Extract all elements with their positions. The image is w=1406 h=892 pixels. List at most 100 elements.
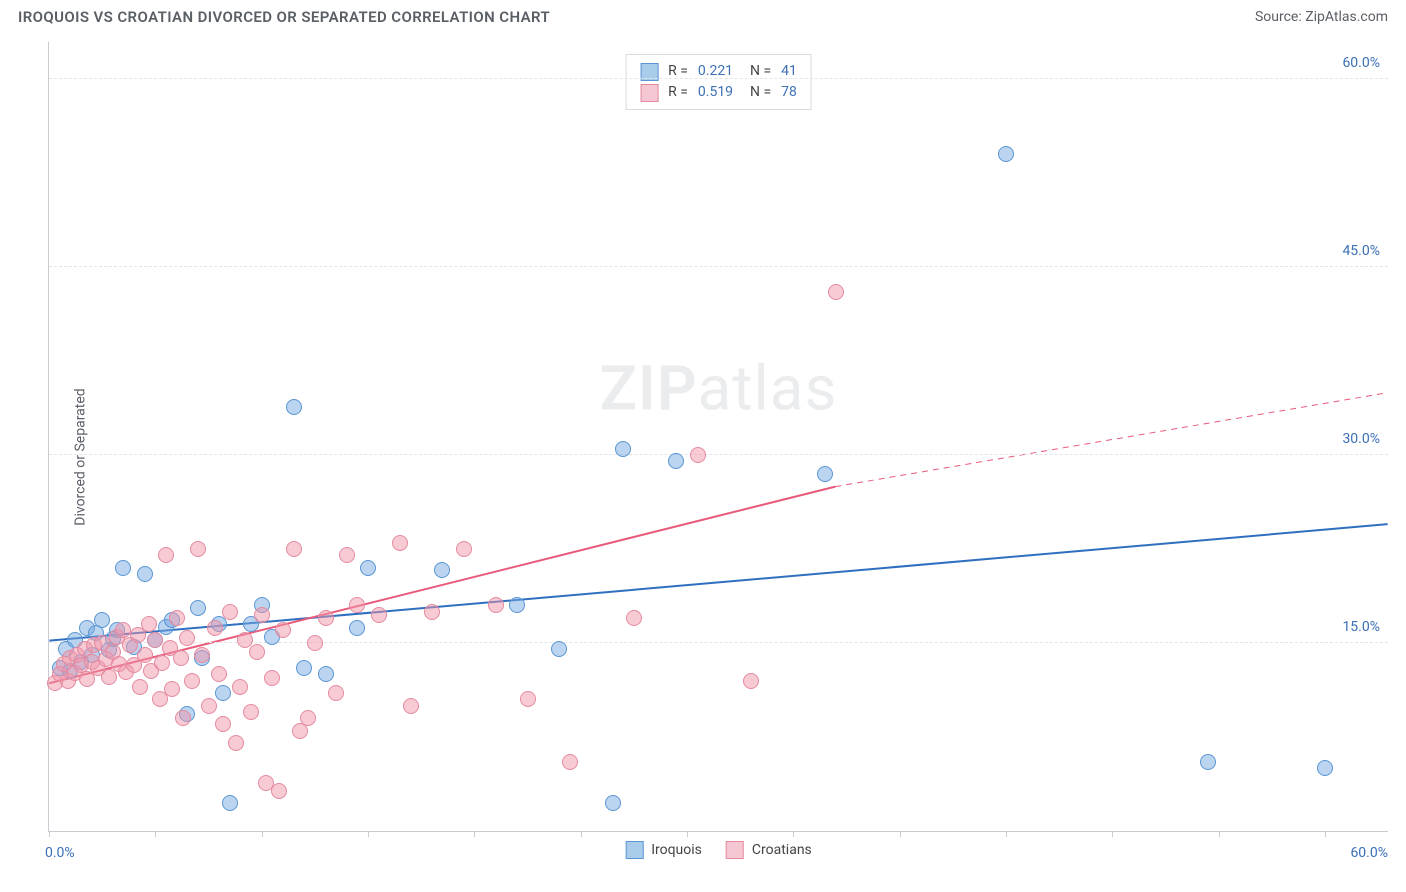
data-point-croatians xyxy=(137,647,153,663)
x-tick xyxy=(49,831,50,837)
data-point-croatians xyxy=(207,620,223,636)
x-tick xyxy=(1112,831,1113,837)
x-tick xyxy=(793,831,794,837)
data-point-croatians xyxy=(520,691,536,707)
data-point-iroquois xyxy=(615,441,631,457)
data-point-croatians xyxy=(249,644,265,660)
data-point-croatians xyxy=(175,710,191,726)
data-point-croatians xyxy=(254,607,270,623)
data-point-iroquois xyxy=(434,562,450,578)
data-point-iroquois xyxy=(605,795,621,811)
n-value-iroquois: 41 xyxy=(781,61,797,82)
data-point-croatians xyxy=(392,535,408,551)
data-point-iroquois xyxy=(286,399,302,415)
data-point-croatians xyxy=(286,541,302,557)
data-point-croatians xyxy=(690,447,706,463)
data-point-iroquois xyxy=(94,612,110,628)
y-tick-label: 60.0% xyxy=(1320,55,1380,71)
n-label: N = xyxy=(743,61,771,82)
source-attribution: Source: ZipAtlas.com xyxy=(1255,9,1388,25)
x-tick xyxy=(687,831,688,837)
data-point-croatians xyxy=(339,547,355,563)
data-point-croatians xyxy=(424,604,440,620)
data-point-iroquois xyxy=(1200,754,1216,770)
data-point-croatians xyxy=(184,673,200,689)
data-point-iroquois xyxy=(222,795,238,811)
n-value-croatians: 78 xyxy=(781,82,797,103)
data-point-croatians xyxy=(349,597,365,613)
data-point-iroquois xyxy=(551,641,567,657)
data-point-croatians xyxy=(194,647,210,663)
y-tick-label: 45.0% xyxy=(1320,243,1380,259)
data-point-croatians xyxy=(562,754,578,770)
data-point-iroquois xyxy=(998,146,1014,162)
data-point-croatians xyxy=(307,635,323,651)
data-point-croatians xyxy=(115,622,131,638)
correlation-legend: R = 0.221 N = 41 R = 0.519 N = 78 xyxy=(625,54,812,110)
r-label: R = xyxy=(668,61,688,82)
legend-label-iroquois: Iroquois xyxy=(651,842,702,858)
data-point-iroquois xyxy=(190,600,206,616)
data-point-iroquois xyxy=(115,560,131,576)
data-point-croatians xyxy=(271,783,287,799)
data-point-croatians xyxy=(232,679,248,695)
data-point-iroquois xyxy=(215,685,231,701)
data-point-croatians xyxy=(228,735,244,751)
data-point-croatians xyxy=(275,622,291,638)
plot-area: ZIPatlas R = 0.221 N = 41 R = 0.519 N = … xyxy=(48,42,1388,832)
r-value-croatians: 0.519 xyxy=(698,82,733,103)
source-name: ZipAtlas.com xyxy=(1305,9,1388,25)
legend-label-croatians: Croatians xyxy=(752,842,812,858)
data-point-croatians xyxy=(264,670,280,686)
x-axis-max-label: 60.0% xyxy=(1350,845,1388,861)
data-point-croatians xyxy=(328,685,344,701)
data-point-croatians xyxy=(300,710,316,726)
data-point-croatians xyxy=(201,698,217,714)
y-tick-label: 30.0% xyxy=(1320,431,1380,447)
data-point-croatians xyxy=(211,666,227,682)
legend-item-croatians: Croatians xyxy=(726,841,812,859)
y-tick-label: 15.0% xyxy=(1320,619,1380,635)
data-point-croatians xyxy=(169,610,185,626)
n-label: N = xyxy=(743,82,771,103)
x-tick xyxy=(474,831,475,837)
r-label: R = xyxy=(668,82,688,103)
r-value-iroquois: 0.221 xyxy=(698,61,733,82)
trend-line xyxy=(835,393,1387,487)
legend-swatch-iroquois xyxy=(625,841,643,859)
x-tick xyxy=(1006,831,1007,837)
data-point-croatians xyxy=(222,604,238,620)
x-tick xyxy=(581,831,582,837)
gridline-h xyxy=(49,266,1388,267)
data-point-croatians xyxy=(403,698,419,714)
data-point-croatians xyxy=(173,650,189,666)
x-tick xyxy=(1219,831,1220,837)
data-point-iroquois xyxy=(349,620,365,636)
data-point-iroquois xyxy=(817,466,833,482)
series-legend: Iroquois Croatians xyxy=(625,841,812,859)
data-point-croatians xyxy=(743,673,759,689)
data-point-iroquois xyxy=(668,453,684,469)
data-point-croatians xyxy=(456,541,472,557)
correlation-row-croatians: R = 0.519 N = 78 xyxy=(640,82,797,103)
x-tick xyxy=(900,831,901,837)
data-point-croatians xyxy=(132,679,148,695)
x-tick xyxy=(1325,831,1326,837)
data-point-croatians xyxy=(626,610,642,626)
data-point-iroquois xyxy=(318,666,334,682)
data-point-croatians xyxy=(101,669,117,685)
data-point-croatians xyxy=(190,541,206,557)
legend-swatch-croatians xyxy=(726,841,744,859)
chart-header: IROQUOIS VS CROATIAN DIVORCED OR SEPARAT… xyxy=(0,0,1406,32)
legend-item-iroquois: Iroquois xyxy=(625,841,702,859)
data-point-iroquois xyxy=(296,660,312,676)
chart-container: Divorced or Separated ZIPatlas R = 0.221… xyxy=(0,32,1406,882)
data-point-croatians xyxy=(147,632,163,648)
data-point-croatians xyxy=(164,681,180,697)
data-point-iroquois xyxy=(1317,760,1333,776)
data-point-croatians xyxy=(828,284,844,300)
data-point-iroquois xyxy=(137,566,153,582)
x-tick xyxy=(155,831,156,837)
watermark: ZIPatlas xyxy=(600,353,838,426)
data-point-croatians xyxy=(158,547,174,563)
